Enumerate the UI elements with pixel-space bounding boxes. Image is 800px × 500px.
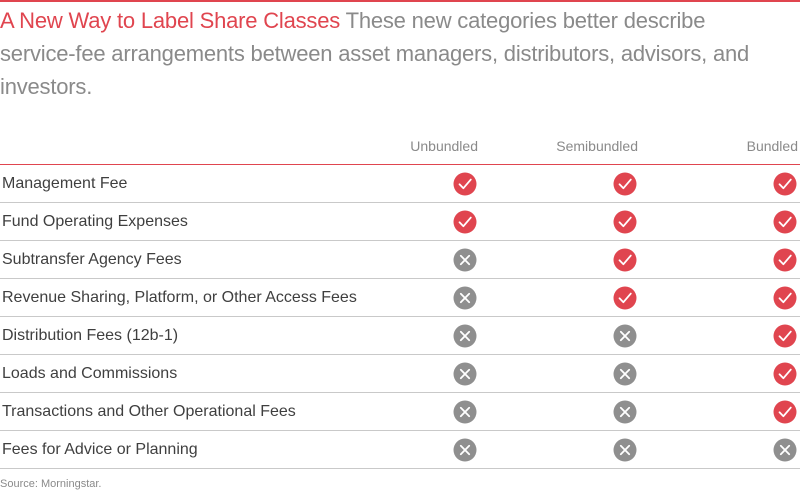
table-row: Subtransfer Agency Fees bbox=[0, 241, 800, 279]
cross-icon bbox=[453, 248, 477, 272]
cross-icon bbox=[613, 438, 637, 462]
check-icon bbox=[773, 210, 797, 234]
top-accent-rule bbox=[0, 0, 800, 2]
cross-icon bbox=[613, 400, 637, 424]
source-note: Source: Morningstar. bbox=[0, 478, 102, 490]
column-header-unbundled: Unbundled bbox=[410, 138, 478, 154]
check-icon bbox=[773, 172, 797, 196]
check-icon bbox=[773, 324, 797, 348]
row-label: Distribution Fees (12b-1) bbox=[2, 327, 179, 344]
cross-icon bbox=[773, 438, 797, 462]
headline: A New Way to Label Share Classes These n… bbox=[0, 4, 760, 103]
row-label: Revenue Sharing, Platform, or Other Acce… bbox=[2, 289, 357, 306]
table-row: Loads and Commissions bbox=[0, 355, 800, 393]
cross-icon bbox=[613, 362, 637, 386]
check-icon bbox=[613, 286, 637, 310]
table-row: Revenue Sharing, Platform, or Other Acce… bbox=[0, 279, 800, 317]
cross-icon bbox=[453, 400, 477, 424]
row-label: Loads and Commissions bbox=[2, 365, 178, 382]
cross-icon bbox=[613, 324, 637, 348]
check-icon bbox=[773, 286, 797, 310]
column-header-bundled: Bundled bbox=[746, 138, 798, 154]
table-row: Distribution Fees (12b-1) bbox=[0, 317, 800, 355]
cross-icon bbox=[453, 362, 477, 386]
column-header-semibundled: Semibundled bbox=[556, 138, 638, 154]
check-icon bbox=[453, 172, 477, 196]
chart-title: A New Way to Label Share Classes bbox=[0, 8, 341, 33]
row-label: Fund Operating Expenses bbox=[2, 213, 188, 230]
header-rule bbox=[0, 164, 800, 165]
cross-icon bbox=[453, 438, 477, 462]
table-row: Fund Operating Expenses bbox=[0, 203, 800, 241]
row-label: Management Fee bbox=[2, 175, 128, 192]
row-label: Transactions and Other Operational Fees bbox=[2, 403, 296, 420]
cross-icon bbox=[453, 324, 477, 348]
table-row: Transactions and Other Operational Fees bbox=[0, 393, 800, 431]
check-icon bbox=[773, 400, 797, 424]
check-icon bbox=[613, 172, 637, 196]
row-label: Fees for Advice or Planning bbox=[2, 441, 198, 458]
row-label: Subtransfer Agency Fees bbox=[2, 251, 182, 268]
check-icon bbox=[453, 210, 477, 234]
check-icon bbox=[613, 210, 637, 234]
table-row: Management Fee bbox=[0, 165, 800, 203]
table-row: Fees for Advice or Planning bbox=[0, 431, 800, 469]
cross-icon bbox=[453, 286, 477, 310]
check-icon bbox=[613, 248, 637, 272]
chart-subtitle: These new categories better describe ser… bbox=[0, 8, 750, 99]
check-icon bbox=[773, 248, 797, 272]
check-icon bbox=[773, 362, 797, 386]
